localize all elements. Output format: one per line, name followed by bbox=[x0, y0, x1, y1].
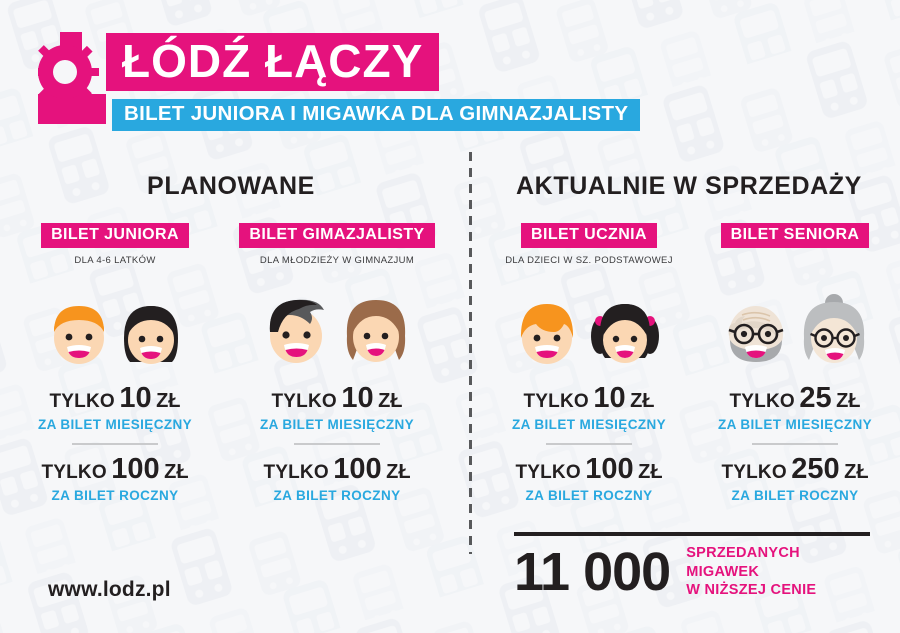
price-currency: ZŁ bbox=[156, 390, 181, 412]
price-word: TYLKO bbox=[271, 391, 337, 412]
price-main: TYLKO 25 ZŁ bbox=[695, 384, 895, 413]
panel-planowane: PLANOWANE BILET JUNIORA DLA 4-6 LATKÓW bbox=[0, 150, 462, 503]
ticket-badge: BILET UCZNIA bbox=[521, 223, 657, 248]
price-sub: ZA BILET ROCZNY bbox=[51, 488, 179, 503]
ticket-prices: TYLKO 10 ZŁ ZA BILET MIESIĘCZNY TYLKO 10… bbox=[9, 384, 221, 504]
price-main: TYLKO 250 ZŁ bbox=[695, 455, 895, 484]
teen-girl-brown-wavy-face-icon bbox=[346, 300, 406, 362]
price-main: TYLKO 100 ZŁ bbox=[483, 455, 695, 484]
price-separator bbox=[294, 443, 380, 445]
stat-number: 11 000 bbox=[514, 541, 671, 602]
ticket-prices: TYLKO 25 ZŁ ZA BILET MIESIĘCZNY TYLKO 25… bbox=[695, 384, 895, 504]
price-currency: ZŁ bbox=[630, 390, 655, 412]
price-sub: ZA BILET MIESIĘCZNY bbox=[511, 417, 667, 432]
senior-woman-bun-glasses-face-icon bbox=[803, 294, 865, 363]
ticket-card-bilet-ucznia[interactable]: BILET UCZNIA DLA DZIECI W SZ. PODSTAWOWE… bbox=[483, 201, 695, 503]
ticket-badge: BILET GIMAZJALISTY bbox=[239, 223, 435, 248]
price-separator bbox=[72, 443, 158, 445]
price-sub: ZA BILET MIESIĘCZNY bbox=[259, 417, 415, 432]
stat-caption: SPRZEDANYCH MIGAWEK W NIŻSZEJ CENIE bbox=[686, 544, 816, 600]
girl-black-pigtails-face-icon bbox=[591, 304, 659, 363]
lodz-lacczy-cog-logo-icon bbox=[38, 32, 106, 124]
brand-subtitle: BILET JUNIORA I MIGAWKA DLA GIMNAZJALIST… bbox=[112, 99, 641, 131]
price-word: TYLKO bbox=[515, 462, 581, 483]
price-amount: 10 bbox=[119, 382, 152, 414]
ticket-card-bilet-gimazjalisty[interactable]: BILET GIMAZJALISTY DLA MŁODZIEŻY W GIMNA… bbox=[221, 201, 453, 503]
price-word: TYLKO bbox=[721, 462, 787, 483]
ticket-prices: TYLKO 10 ZŁ ZA BILET MIESIĘCZNY TYLKO 10… bbox=[483, 384, 695, 504]
ticket-badge: BILET JUNIORA bbox=[41, 223, 189, 248]
stat-caption-line: W NIŻSZEJ CENIE bbox=[686, 582, 817, 599]
price-separator bbox=[546, 443, 632, 445]
price-amount: 10 bbox=[593, 382, 626, 414]
ticket-badge: BILET SENIORA bbox=[720, 223, 870, 248]
price-currency: ZŁ bbox=[638, 461, 663, 483]
price-currency: ZŁ bbox=[378, 390, 403, 412]
price-separator bbox=[752, 443, 838, 445]
price-currency: ZŁ bbox=[844, 461, 869, 483]
price-word: TYLKO bbox=[729, 391, 795, 412]
price-sub: ZA BILET MIESIĘCZNY bbox=[717, 417, 873, 432]
panel-aktualnie-w-sprzedazy: AKTUALNIE W SPRZEDAŻY BILET UCZNIA DLA D… bbox=[478, 150, 900, 503]
panel-title: AKTUALNIE W SPRZEDAŻY bbox=[516, 172, 862, 200]
page-header: ŁÓDŹ ŁĄCZY BILET JUNIORA I MIGAWKA DLA G… bbox=[0, 0, 900, 140]
price-amount: 100 bbox=[333, 453, 382, 485]
price-main: TYLKO 100 ZŁ bbox=[221, 455, 453, 484]
price-main: TYLKO 10 ZŁ bbox=[483, 384, 695, 413]
price-sub: ZA BILET ROCZNY bbox=[731, 488, 859, 503]
stat-caption-line: SPRZEDANYCH bbox=[686, 545, 800, 561]
boy-orange-hair-face-icon bbox=[54, 306, 104, 364]
ticket-faces bbox=[695, 276, 895, 368]
ticket-faces bbox=[9, 276, 221, 368]
panel-title: PLANOWANE bbox=[147, 172, 315, 200]
price-word: TYLKO bbox=[523, 391, 589, 412]
brand-title: ŁÓDŹ ŁĄCZY bbox=[106, 33, 440, 91]
ticket-badge-sub: DLA 4-6 LATKÓW bbox=[74, 255, 156, 266]
ticket-prices: TYLKO 10 ZŁ ZA BILET MIESIĘCZNY TYLKO 10… bbox=[221, 384, 453, 504]
price-sub: ZA BILET ROCZNY bbox=[525, 488, 653, 503]
price-word: TYLKO bbox=[49, 391, 115, 412]
price-main: TYLKO 10 ZŁ bbox=[221, 384, 453, 413]
sales-stat-block: 11 000 SPRZEDANYCH MIGAWEK W NIŻSZEJ CEN… bbox=[514, 532, 870, 600]
price-amount: 100 bbox=[585, 453, 634, 485]
ticket-card-bilet-seniora[interactable]: BILET SENIORA bbox=[695, 201, 895, 503]
boy-orange-bowlcut-face-icon bbox=[520, 304, 574, 364]
price-sub: ZA BILET ROCZNY bbox=[273, 488, 401, 503]
teen-boy-dark-quiff-face-icon bbox=[269, 299, 324, 363]
price-word: TYLKO bbox=[263, 462, 329, 483]
ticket-faces bbox=[483, 276, 695, 368]
price-sub: ZA BILET MIESIĘCZNY bbox=[37, 417, 193, 432]
price-amount: 25 bbox=[799, 382, 832, 414]
ticket-badge-sub: DLA DZIECI W SZ. PODSTAWOWEJ bbox=[505, 255, 673, 266]
stat-caption-line: MIGAWEK bbox=[686, 563, 760, 580]
price-currency: ZŁ bbox=[164, 461, 189, 483]
price-word: TYLKO bbox=[41, 462, 107, 483]
site-url[interactable]: www.lodz.pl bbox=[48, 578, 171, 601]
price-amount: 10 bbox=[341, 382, 374, 414]
price-main: TYLKO 10 ZŁ bbox=[9, 384, 221, 413]
girl-black-hair-face-icon bbox=[124, 306, 178, 364]
senior-man-glasses-beard-face-icon bbox=[728, 306, 784, 362]
price-amount: 250 bbox=[791, 453, 840, 485]
price-currency: ZŁ bbox=[836, 390, 861, 412]
price-amount: 100 bbox=[111, 453, 160, 485]
ticket-badge-sub: DLA MŁODZIEŻY W GIMNAZJUM bbox=[259, 255, 415, 266]
stat-rule bbox=[514, 532, 870, 536]
section-divider bbox=[469, 152, 472, 554]
price-main: TYLKO 100 ZŁ bbox=[9, 455, 221, 484]
ticket-card-bilet-juniora[interactable]: BILET JUNIORA DLA 4-6 LATKÓW bbox=[9, 201, 221, 503]
ticket-faces bbox=[221, 276, 453, 368]
price-currency: ZŁ bbox=[386, 461, 411, 483]
